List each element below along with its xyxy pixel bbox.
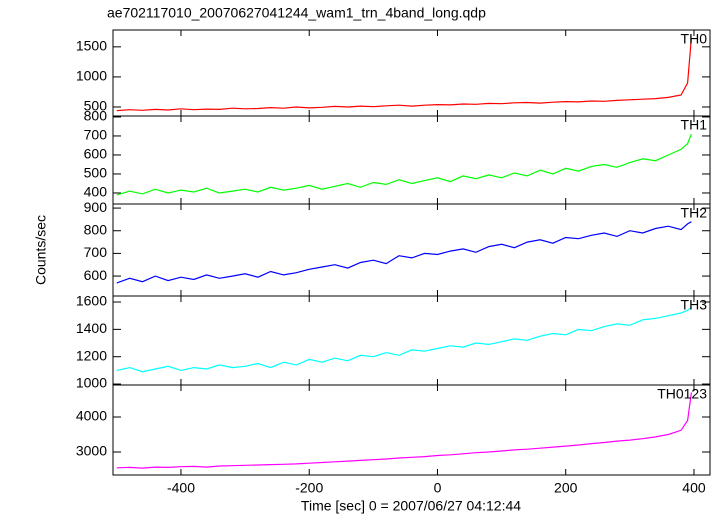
y-tick-label: 700: [84, 127, 108, 143]
y-tick-label: 1500: [76, 38, 107, 54]
y-tick-label: 1000: [76, 375, 107, 391]
panel-frame: [112, 384, 711, 476]
y-tick-label: 600: [84, 267, 108, 283]
y-tick-label: 1000: [76, 68, 107, 84]
panel-frame: [112, 295, 711, 386]
panel-label: TH0: [681, 31, 708, 47]
y-tick-label: 500: [84, 165, 108, 181]
y-tick-label: 900: [84, 199, 108, 215]
y-tick-label: 4000: [76, 408, 107, 424]
chart-title: ae702117010_20070627041244_wam1_trn_4ban…: [107, 5, 486, 21]
data-line: [116, 392, 692, 469]
panel-frame: [112, 29, 711, 117]
x-tick-label: 200: [554, 480, 578, 496]
x-tick-label: 0: [434, 480, 442, 496]
panel-label: TH2: [681, 205, 708, 221]
y-axis-label: Counts/sec: [33, 215, 49, 285]
y-tick-label: 400: [84, 184, 108, 200]
x-tick-label: -400: [167, 480, 195, 496]
data-line: [116, 37, 692, 112]
y-tick-label: 500: [84, 98, 108, 114]
data-line: [116, 307, 692, 373]
y-tick-label: 1400: [76, 320, 107, 336]
y-tick-label: 700: [84, 244, 108, 260]
y-tick-label: 600: [84, 146, 108, 162]
panel-frame: [112, 203, 711, 297]
panel-frame: [112, 115, 711, 205]
panel-label: TH1: [681, 117, 708, 133]
x-tick-label: 400: [682, 480, 706, 496]
panel-label: TH3: [681, 297, 708, 313]
panel-label: TH0123: [657, 386, 707, 402]
y-tick-label: 1600: [76, 293, 107, 309]
y-tick-label: 1200: [76, 347, 107, 363]
y-tick-label: 800: [84, 108, 108, 124]
y-tick-label: 800: [84, 221, 108, 237]
y-tick-label: 3000: [76, 443, 107, 459]
data-line: [116, 221, 692, 284]
x-tick-label: -200: [295, 480, 323, 496]
data-line: [116, 133, 692, 196]
x-axis-label: Time [sec] 0 = 2007/06/27 04:12:44: [301, 498, 521, 514]
